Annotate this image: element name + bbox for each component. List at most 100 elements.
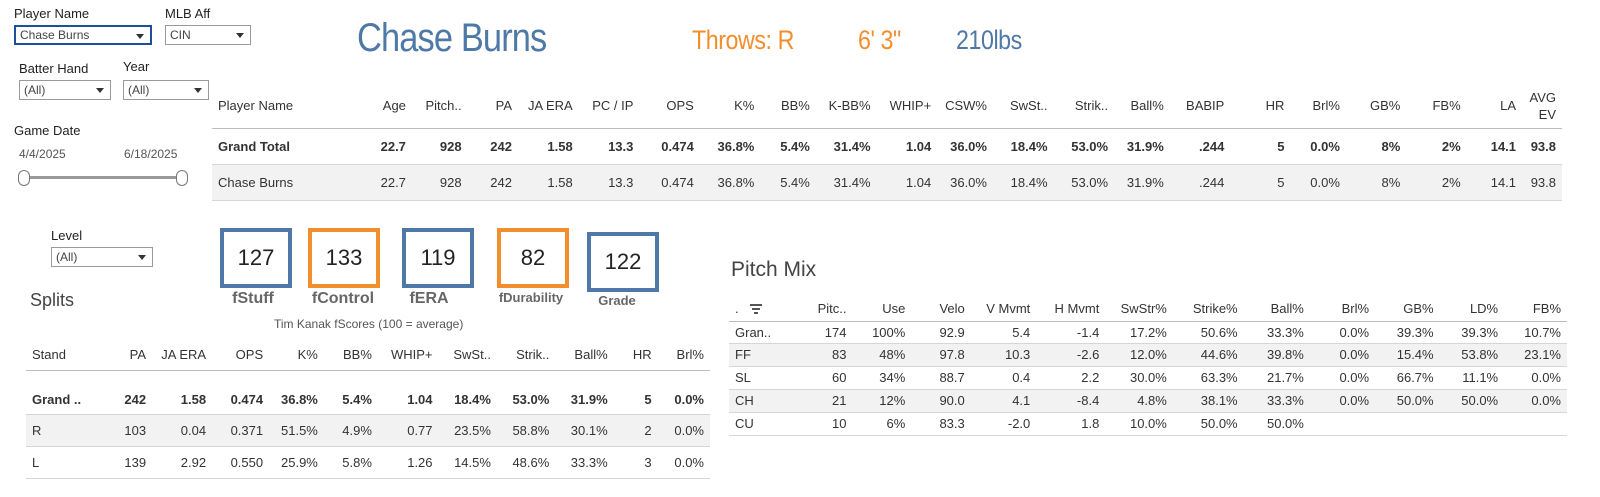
column-header[interactable]: Brl% (1312, 98, 1340, 114)
year-dropdown[interactable]: (All) (123, 80, 209, 100)
table-row: CH 21 12% 90.0 4.1 -8.4 4.8% 38.1% 33.3%… (729, 389, 1567, 412)
column-header[interactable]: AVG EV (1529, 89, 1557, 122)
table-cell: 2% (1441, 138, 1461, 154)
table-cell: CH (735, 393, 754, 408)
column-header[interactable]: Ball% (574, 347, 608, 363)
column-header[interactable]: PA (495, 98, 512, 114)
column-header[interactable]: V Mvmt (986, 301, 1031, 317)
column-header[interactable]: WHIP+ (889, 98, 932, 114)
batter-hand-dropdown[interactable]: (All) (19, 80, 111, 100)
column-header[interactable]: Stand (32, 347, 66, 363)
table-cell: 25.9% (281, 454, 318, 470)
column-header[interactable]: Ball% (1130, 98, 1164, 114)
table-cell: 33.3% (1266, 393, 1304, 408)
table-cell: 242 (490, 174, 512, 190)
fcontrol-label: fControl (311, 290, 375, 307)
table-cell: 18.4% (1010, 174, 1048, 190)
column-header[interactable]: LD% (1469, 301, 1499, 317)
column-header[interactable]: FB% (1432, 98, 1461, 114)
column-header[interactable]: BB% (780, 98, 810, 114)
table-cell: 21.7% (1266, 370, 1304, 385)
column-header[interactable]: JA ERA (161, 347, 207, 363)
table-cell: 92.9 (939, 324, 965, 340)
column-header[interactable]: K% (734, 98, 755, 114)
mlb-aff-value: CIN (170, 28, 191, 42)
splits-table: Stand PA JA ERA OPS K% BB% WHIP+ SwSt.. … (26, 340, 710, 479)
column-header[interactable]: LA (1500, 98, 1517, 114)
table-cell (1440, 412, 1505, 435)
table-cell: 31.4% (833, 174, 871, 190)
column-header[interactable]: PA (129, 347, 147, 363)
table-cell: 50.0% (1266, 416, 1304, 431)
table-cell: 5 (644, 392, 652, 408)
table-cell: 4.8% (1137, 393, 1167, 408)
column-header[interactable]: Strik.. (516, 347, 550, 363)
column-header[interactable]: SwSt.. (1009, 98, 1048, 114)
table-cell: 5 (1277, 174, 1285, 190)
table-cell: 242 (490, 138, 512, 154)
column-header[interactable]: Brl% (1341, 301, 1370, 317)
column-header[interactable]: Strike% (1192, 301, 1238, 317)
table-cell: 3 (644, 454, 652, 470)
table-cell: 53.0% (1071, 138, 1109, 154)
table-cell: 39.3% (1461, 324, 1499, 340)
column-header[interactable]: JA ERA (527, 98, 573, 114)
column-header[interactable]: SwSt.. (453, 347, 491, 363)
table-cell: 53.0% (512, 392, 550, 408)
table-cell: 0.0% (674, 422, 704, 438)
column-header[interactable]: Player Name (218, 98, 294, 114)
column-header[interactable]: Ball% (1270, 301, 1304, 317)
date-slider-track[interactable] (24, 176, 182, 179)
column-header[interactable]: FB% (1532, 301, 1561, 317)
column-header[interactable]: Velo (939, 301, 965, 317)
table-cell: 39.8% (1266, 347, 1304, 362)
player-name-dropdown[interactable]: Chase Burns (14, 25, 152, 45)
table-cell: 13.3 (608, 174, 634, 190)
table-cell: 39.3% (1396, 324, 1434, 340)
table-cell: 36.0% (950, 138, 987, 154)
column-header[interactable]: Use (882, 301, 906, 317)
column-header[interactable]: BB% (343, 347, 372, 363)
column-header[interactable]: HR (1265, 98, 1285, 114)
column-header[interactable]: K-BB% (828, 98, 871, 114)
mlb-aff-dropdown[interactable]: CIN (165, 25, 251, 45)
column-header[interactable]: Brl% (676, 347, 704, 363)
date-slider-start-handle[interactable] (18, 170, 30, 186)
table-cell: .244 (1199, 174, 1225, 190)
column-header[interactable]: HR (632, 347, 652, 363)
column-header[interactable]: PC / IP (592, 98, 634, 114)
table-cell: 22.7 (380, 138, 406, 154)
chevron-down-icon (96, 88, 104, 93)
column-header[interactable]: Pitc.. (817, 301, 847, 317)
table-cell: 18.4% (1010, 138, 1048, 154)
column-header[interactable]: OPS (666, 98, 694, 114)
column-header[interactable]: K% (297, 347, 318, 363)
date-slider-end-handle[interactable] (176, 170, 188, 186)
table-cell (1504, 412, 1567, 435)
column-header[interactable]: GB% (1403, 301, 1434, 317)
table-cell: 18.4% (454, 392, 491, 408)
table-cell: 36.0% (950, 174, 987, 190)
column-header[interactable]: Pitch.. (425, 98, 462, 114)
column-header[interactable]: . (729, 297, 794, 321)
column-header[interactable]: GB% (1369, 98, 1401, 114)
column-header[interactable]: WHIP+ (390, 347, 433, 363)
table-cell: 48% (879, 347, 906, 362)
column-header[interactable]: Age (382, 98, 406, 114)
table-cell: 1.04 (905, 174, 932, 190)
column-header[interactable]: Strik.. (1074, 98, 1109, 114)
table-cell: 31.4% (833, 138, 871, 154)
table-cell: 0.0% (1310, 138, 1340, 154)
column-header[interactable]: H Mvmt (1054, 301, 1100, 317)
column-header[interactable]: CSW% (945, 98, 987, 114)
fscores-caption: Tim Kanak fScores (100 = average) (274, 317, 464, 331)
column-header[interactable]: SwStr% (1120, 301, 1167, 317)
table-row: Gran.. 174 100% 92.9 5.4 -1.4 17.2% 50.6… (729, 321, 1567, 343)
sort-icon[interactable] (750, 302, 763, 317)
level-dropdown[interactable]: (All) (51, 247, 153, 267)
column-header[interactable]: BABIP (1186, 98, 1225, 114)
game-date-start: 4/4/2025 (19, 147, 66, 161)
table-cell: 97.8 (939, 347, 965, 362)
column-header[interactable]: OPS (235, 347, 264, 363)
table-cell: 2.92 (180, 454, 207, 470)
